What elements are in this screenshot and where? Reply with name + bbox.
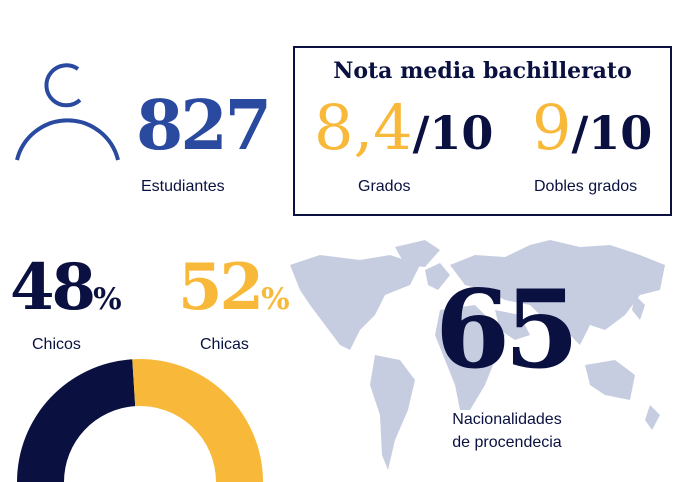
grade-value-grados: 8,4/10: [314, 91, 494, 164]
male-percent: 48%: [10, 250, 122, 325]
nationalities-label: Nacionalidades de procendecia: [452, 411, 562, 451]
person-icon: [15, 63, 120, 161]
grade-label-grados: Grados: [358, 178, 411, 195]
gender-half-donut: [17, 359, 263, 482]
students-count: 827: [136, 86, 272, 166]
donut-segment-chicos: [17, 359, 136, 482]
donut-segment-chicas: [132, 359, 263, 482]
male-label: Chicos: [32, 336, 81, 353]
grade-value-dobles: 9/10: [532, 91, 653, 164]
world-map-icon: [290, 240, 665, 470]
grades-box: [293, 46, 672, 216]
grade-label-dobles: Dobles grados: [534, 178, 638, 195]
nationalities-count: 65: [435, 267, 579, 393]
female-percent: 52%: [178, 250, 290, 325]
students-label: Estudiantes: [141, 178, 225, 195]
female-label: Chicas: [200, 336, 249, 353]
grades-title: Nota media bachillerato: [333, 58, 632, 84]
